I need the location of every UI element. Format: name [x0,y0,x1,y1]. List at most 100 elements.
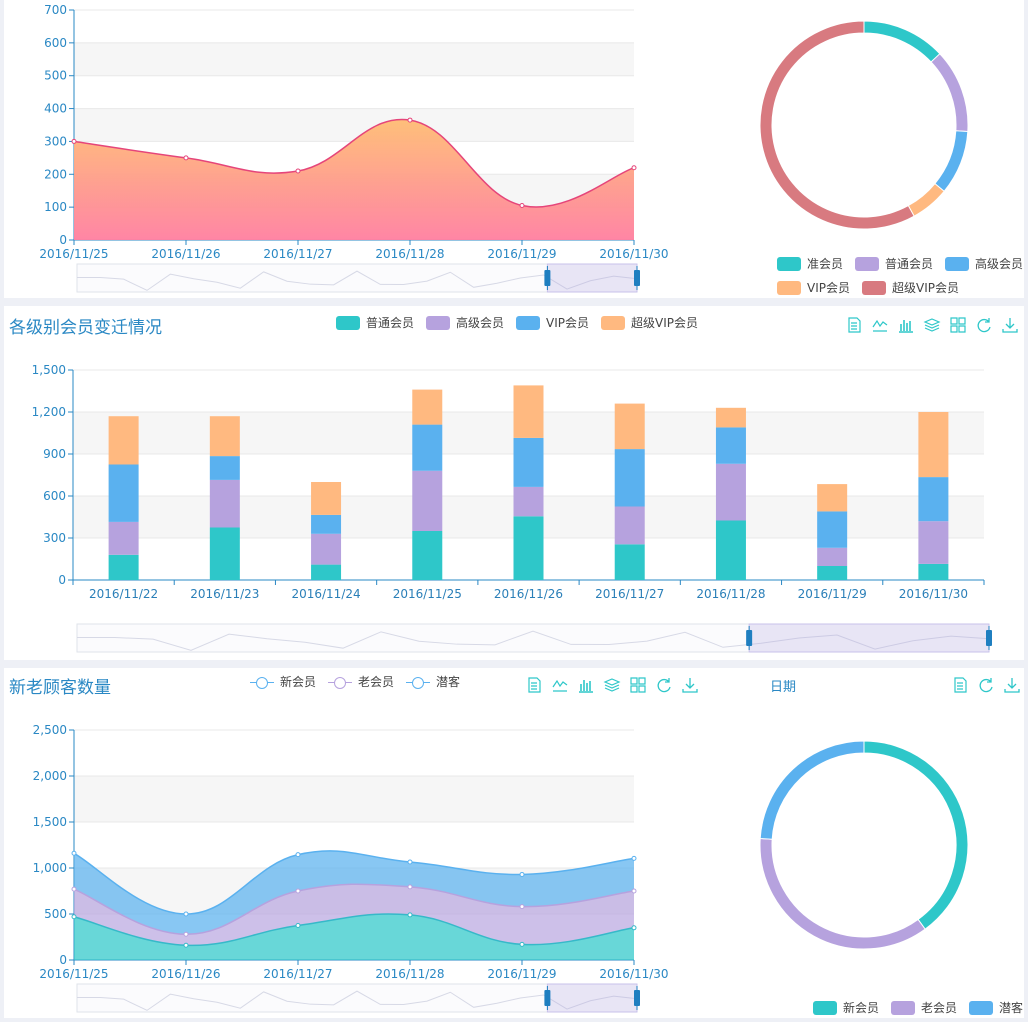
legend-item-potential[interactable]: 潜客 [969,999,1023,1016]
legend-item-gaoji[interactable]: 高级会员 [945,255,1023,272]
pie-slice[interactable] [863,20,941,63]
tiled-icon[interactable] [630,677,646,693]
bar-segment[interactable] [614,403,645,450]
download-icon[interactable] [682,677,698,693]
download-icon[interactable] [1002,317,1018,333]
restore-icon[interactable] [978,677,994,693]
data-point [407,912,413,918]
legend-swatch [336,315,360,330]
legend-item-potential[interactable]: 潜客 [406,673,460,690]
legend-item-new[interactable]: 新会员 [250,673,316,690]
bar-icon[interactable] [898,317,914,333]
legend-item-old[interactable]: 老会员 [891,999,957,1016]
bar-segment[interactable] [209,416,240,457]
bar-segment[interactable] [412,470,443,531]
x-tick-label: 2016/11/25 [393,587,462,601]
pie-date-label: 日期 [770,680,797,695]
x-tick-label: 2016/11/29 [487,967,556,981]
line-icon[interactable] [872,317,888,333]
pie-slice[interactable] [759,740,865,840]
bar-segment[interactable] [412,531,443,580]
restore-icon[interactable] [656,677,672,693]
bar-segment[interactable] [412,389,443,425]
legend-item-supervip[interactable]: 超级VIP会员 [862,279,959,296]
bar-segment[interactable] [108,464,139,522]
legend-swatch [813,1000,837,1015]
bar-segment[interactable] [817,547,848,566]
bar-segment[interactable] [918,412,949,478]
legend-label: 新会员 [843,1001,880,1015]
bar-segment[interactable] [513,385,544,438]
legend-item-new[interactable]: 新会员 [813,999,879,1016]
bar-segment[interactable] [715,427,746,464]
pie-slice[interactable] [759,20,915,230]
data-point [295,852,301,858]
bar-segment[interactable] [513,486,544,517]
bar-segment[interactable] [108,521,139,555]
bar-segment[interactable] [311,564,342,580]
bar-segment[interactable] [311,482,342,515]
bar-segment[interactable] [311,514,342,534]
pie-slice[interactable] [863,740,969,930]
stack-icon[interactable] [923,317,941,333]
legend-item-vip[interactable]: VIP会员 [777,279,850,296]
legend-item-supervip[interactable]: 超级VIP会员 [601,314,698,331]
bar-segment[interactable] [918,563,949,580]
grid-band [74,42,634,76]
data-point [183,911,189,917]
series-line [73,118,635,208]
legend-swatch [891,1000,916,1015]
bar-segment[interactable] [108,554,139,580]
bar-segment[interactable] [817,511,848,548]
bar-segment[interactable] [715,463,746,521]
bar-segment[interactable] [412,424,443,471]
y-tick-label: 300 [43,531,66,545]
legend-label: 超级VIP会员 [631,316,699,330]
legend-item-putong[interactable]: 普通会员 [855,255,933,272]
pie-slice[interactable] [930,53,969,133]
data-point [519,904,525,910]
bar-segment[interactable] [311,533,342,565]
datazoom-window [546,983,638,1013]
tiled-icon[interactable] [950,317,966,333]
pie-toolbox [952,677,1028,693]
x-tick-label: 2016/11/30 [899,587,968,601]
y-tick-label: 2,000 [33,769,67,783]
x-tick-label: 2016/11/26 [151,247,220,261]
bar-segment[interactable] [209,527,240,581]
bar-segment[interactable] [715,407,746,428]
stack-icon[interactable] [603,677,621,693]
bar-segment[interactable] [918,477,949,522]
pie-slice[interactable] [759,837,926,950]
pie-slice[interactable] [934,130,969,192]
data-view-icon[interactable] [952,677,968,693]
legend-item-putong[interactable]: 普通会员 [336,314,414,331]
x-tick-label: 2016/11/25 [39,967,108,981]
legend-swatch [855,256,880,271]
bar-segment[interactable] [209,479,240,528]
bar-segment[interactable] [614,449,645,507]
bar-icon[interactable] [578,677,594,693]
bar-segment[interactable] [614,544,645,580]
data-view-icon[interactable] [846,317,862,333]
bar-segment[interactable] [513,437,544,487]
bar-segment[interactable] [715,520,746,581]
legend-item-gaoji[interactable]: 高级会员 [426,314,504,331]
legend-item-old[interactable]: 老会员 [328,673,394,690]
restore-icon[interactable] [976,317,992,333]
bar-segment[interactable] [209,456,240,480]
data-view-icon[interactable] [526,677,542,693]
data-point [183,155,189,161]
pie-slice[interactable] [907,182,945,217]
bar-segment[interactable] [614,506,645,545]
bar-segment[interactable] [817,566,848,580]
legend-item-zhun[interactable]: 准会员 [777,255,843,272]
bar-segment[interactable] [817,484,848,512]
download-icon[interactable] [1004,677,1020,693]
y-tick-label: 1,200 [32,405,66,419]
legend-item-vip[interactable]: VIP会员 [516,314,589,331]
bar-segment[interactable] [513,516,544,580]
line-icon[interactable] [552,677,568,693]
bar-segment[interactable] [108,416,139,465]
bar-segment[interactable] [918,521,949,564]
